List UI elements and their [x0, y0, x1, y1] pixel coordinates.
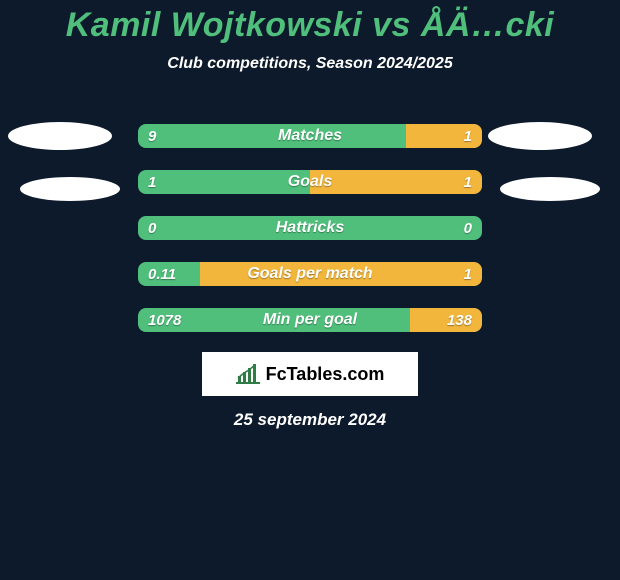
stat-value-right: 138: [447, 308, 472, 332]
placeholder-ellipse: [500, 177, 600, 201]
stat-row: Hattricks00: [138, 216, 482, 240]
stat-value-left: 9: [148, 124, 156, 148]
stat-value-left: 0.11: [148, 262, 176, 286]
bar-left-fill: [138, 216, 482, 240]
comparison-bars: Matches91Goals11Hattricks00Goals per mat…: [138, 124, 482, 332]
stat-value-right: 1: [464, 262, 472, 286]
source-badge-text: FcTables.com: [266, 364, 385, 385]
date-label: 25 september 2024: [0, 410, 620, 430]
subtitle: Club competitions, Season 2024/2025: [0, 55, 620, 73]
page-title: Kamil Wojtkowski vs ÅÄ…cki: [0, 0, 620, 45]
bar-right-fill: [200, 262, 482, 286]
chart-icon: [236, 364, 260, 384]
placeholder-ellipse: [8, 122, 112, 150]
bar-left-fill: [138, 170, 310, 194]
bar-right-fill: [310, 170, 482, 194]
stat-value-right: 1: [464, 170, 472, 194]
placeholder-ellipse: [20, 177, 120, 201]
stat-row: Matches91: [138, 124, 482, 148]
stat-row: Min per goal1078138: [138, 308, 482, 332]
stat-value-left: 0: [148, 216, 156, 240]
stat-row: Goals11: [138, 170, 482, 194]
placeholder-ellipse: [488, 122, 592, 150]
stat-value-right: 0: [464, 216, 472, 240]
stats-comparison-card: Kamil Wojtkowski vs ÅÄ…cki Club competit…: [0, 0, 620, 580]
stat-value-left: 1: [148, 170, 156, 194]
bar-left-fill: [138, 124, 406, 148]
stat-row: Goals per match0.111: [138, 262, 482, 286]
stat-value-right: 1: [464, 124, 472, 148]
source-badge: FcTables.com: [202, 352, 418, 396]
stat-value-left: 1078: [148, 308, 181, 332]
